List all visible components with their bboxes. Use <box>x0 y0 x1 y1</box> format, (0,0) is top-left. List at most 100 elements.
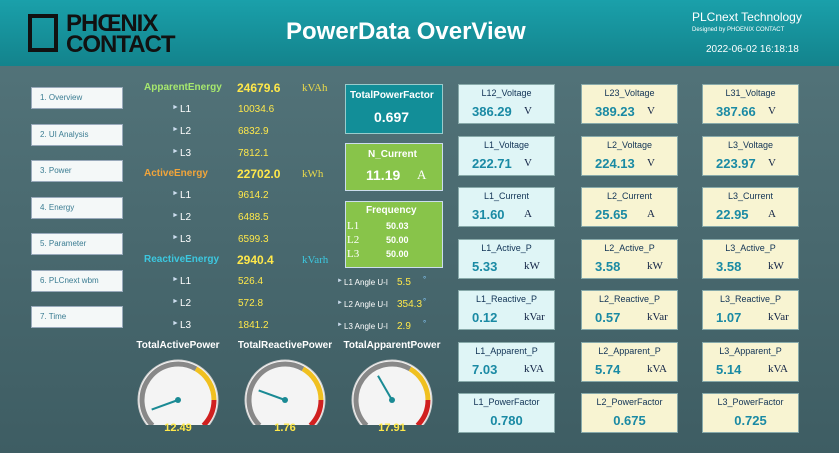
nav-button[interactable]: 4. Energy <box>31 196 123 219</box>
phase-value: 6488.5 <box>238 212 269 223</box>
card-value: 5.14 <box>716 361 742 377</box>
card-value: 3.58 <box>595 258 621 274</box>
tagline: Designed by PHOENIX CONTACT <box>692 27 785 33</box>
phase-arrow: ► <box>172 104 179 111</box>
nav-button[interactable]: 6. PLCnext wbm <box>31 269 123 292</box>
energy-label: ReactiveEnergy <box>144 254 220 265</box>
brand: PLCnext Technology <box>692 10 802 24</box>
card-unit: V <box>647 156 655 169</box>
card-unit: A <box>647 208 655 220</box>
card <box>581 135 678 176</box>
card-value: 0.725 <box>734 413 767 428</box>
card <box>458 135 555 176</box>
gauge <box>137 359 219 425</box>
phase-arrow: ► <box>172 234 179 241</box>
gauge-value: 12.49 <box>164 422 192 434</box>
angle-label: L1 Angle U-I <box>344 278 389 287</box>
phase-value: 1841.2 <box>238 320 269 331</box>
card <box>458 341 555 382</box>
card-label: L2_Active_P <box>604 242 655 253</box>
n-current-value: 11.19 <box>366 167 401 183</box>
gauge-label: TotalActivePower <box>136 340 220 351</box>
card <box>702 187 799 227</box>
card <box>581 341 678 382</box>
card-unit: kVA <box>647 362 667 375</box>
card <box>458 187 555 227</box>
phase-value: 526.4 <box>238 276 264 287</box>
card <box>702 84 799 124</box>
card <box>581 84 678 124</box>
card <box>702 135 799 176</box>
card-value: 387.66 <box>716 104 756 119</box>
phase-arrow: ► <box>172 190 179 197</box>
angle-label: L3 Angle U-I <box>344 322 389 331</box>
angle-value: 5.5 <box>397 277 411 288</box>
card-unit: A <box>524 208 532 220</box>
card-label: L2_Current <box>606 191 653 201</box>
phase-arrow: ► <box>172 126 179 133</box>
card-unit: kW <box>524 259 540 272</box>
card <box>702 393 799 433</box>
card <box>458 290 555 330</box>
card-label: L2_PowerFactor <box>596 397 663 407</box>
card-value: 224.13 <box>595 155 635 171</box>
card-label: L3_Reactive_P <box>719 294 782 304</box>
card <box>702 290 799 330</box>
phase-arrow: ► <box>172 298 179 305</box>
card-label: L1_Apparent_P <box>475 345 538 356</box>
nav-button[interactable]: 7. Time <box>31 306 123 328</box>
card-value: 22.95 <box>716 207 749 222</box>
n-current-box <box>345 143 443 191</box>
card-unit: V <box>524 105 532 117</box>
angle-unit: ° <box>423 297 427 306</box>
gauge-value: 17.91 <box>378 422 406 434</box>
phase-label: L2 <box>180 298 192 309</box>
phase-label: L1 <box>180 276 192 287</box>
frequency-label: Frequency <box>366 205 417 216</box>
card-label: L3_Apparent_P <box>719 345 782 356</box>
angle-unit: ° <box>423 275 427 284</box>
card-label: L31_Voltage <box>725 88 776 98</box>
card-value: 3.58 <box>716 258 742 274</box>
header-bar <box>0 0 839 66</box>
card <box>702 238 799 279</box>
card-value: 5.74 <box>595 361 621 377</box>
card-value: 222.71 <box>472 155 512 171</box>
nav-button[interactable]: 1. Overview <box>31 87 123 109</box>
card-value: 1.07 <box>716 310 742 325</box>
card-value: 223.97 <box>716 155 756 171</box>
nav-button[interactable]: 3. Power <box>31 160 123 182</box>
card-value: 389.23 <box>595 104 635 119</box>
card-unit: V <box>647 105 655 117</box>
phase-value: 9614.2 <box>238 190 269 201</box>
card-unit: kVar <box>647 311 668 323</box>
card <box>581 290 678 330</box>
card-label: L3_PowerFactor <box>717 397 784 407</box>
datetime: 2022-06-02 16:18:18 <box>706 44 799 55</box>
n-current-unit: A <box>417 167 427 182</box>
card-value: 386.29 <box>472 104 512 119</box>
frequency-value: 50.00 <box>386 249 409 259</box>
energy-total: 2940.4 <box>237 253 274 267</box>
card-label: L1_Active_P <box>481 242 532 253</box>
frequency-value: 50.03 <box>386 221 409 231</box>
card-label: L3_Current <box>727 191 774 201</box>
angle-value: 354.3 <box>397 299 423 310</box>
card-label: L3_Active_P <box>725 242 776 253</box>
card-value: 5.33 <box>472 258 498 274</box>
card-value: 25.65 <box>595 207 628 222</box>
card-value: 0.780 <box>490 413 523 428</box>
phase-arrow: ► <box>172 320 179 327</box>
gauge <box>244 359 326 425</box>
gauge-label: TotalApparentPower <box>343 340 441 351</box>
n-current-label: N_Current <box>368 149 417 160</box>
nav-button[interactable]: 5. Parameter <box>31 233 123 255</box>
card <box>458 393 555 433</box>
phase-label: L3 <box>180 148 192 159</box>
card-unit: kVar <box>768 311 789 323</box>
phase-arrow: ► <box>172 212 179 219</box>
card-label: L2_Apparent_P <box>598 345 661 356</box>
phase-arrow: ► <box>172 276 179 283</box>
energy-total: 22702.0 <box>237 167 281 181</box>
nav-button[interactable]: 2. UI Analysis <box>31 123 123 146</box>
